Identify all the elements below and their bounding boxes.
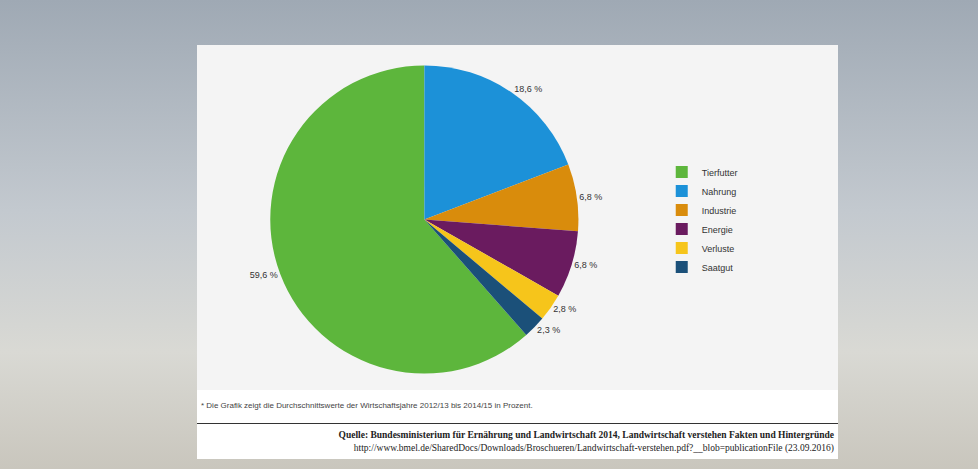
svg-text:6,8 %: 6,8 % <box>579 192 602 202</box>
svg-text:2,3 %: 2,3 % <box>537 325 560 335</box>
svg-text:Industrie: Industrie <box>702 206 737 216</box>
svg-text:18,6 %: 18,6 % <box>514 84 542 94</box>
svg-text:Verluste: Verluste <box>702 244 735 254</box>
html-text:* Die Grafik zeigt die Durchsc: * Die Grafik zeigt die Durchschnittswert… <box>201 401 533 410</box>
svg-text:Saatgut: Saatgut <box>702 263 734 273</box>
svg-text:59,6 %: 59,6 % <box>250 270 278 280</box>
svg-text:Nahrung: Nahrung <box>702 187 737 197</box>
svg-text:Tierfutter: Tierfutter <box>702 168 738 178</box>
html-text:Quelle: Bundesministerium für: Quelle: Bundesministerium für Ernährung … <box>338 430 834 440</box>
svg-text:2,8 %: 2,8 % <box>553 304 576 314</box>
html-text:http://www.bmel.de/SharedDocs/: http://www.bmel.de/SharedDocs/Downloads/… <box>353 443 834 453</box>
svg-text:6,8 %: 6,8 % <box>574 260 597 270</box>
svg-text:Energie: Energie <box>702 225 733 235</box>
